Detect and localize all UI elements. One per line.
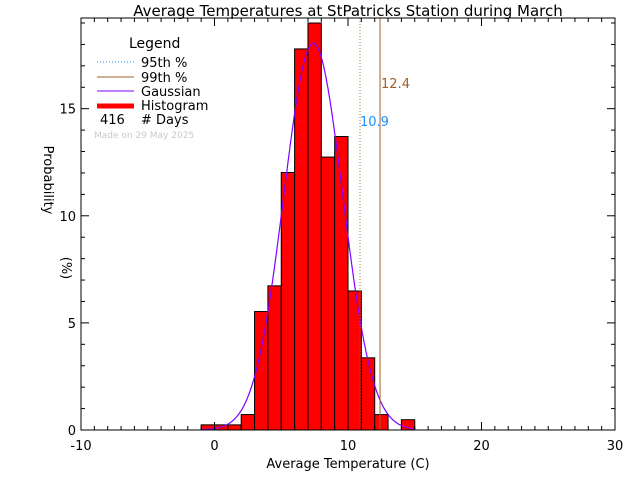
x-tick-label: -10	[70, 439, 91, 454]
x-tick-label: 0	[210, 439, 218, 454]
histogram-bar	[320, 156, 336, 431]
chart-title: Average Temperatures at StPatricks Stati…	[133, 2, 563, 20]
x-tick-label: 20	[473, 439, 490, 454]
x-axis-label: Average Temperature (C)	[266, 457, 429, 472]
percentile-label: 12.4	[381, 77, 410, 92]
legend: Legend 95th % 99th % Gaussian Histogram …	[94, 36, 208, 141]
y-axis-unit: (%)	[58, 257, 73, 280]
y-tick-label: 10	[59, 210, 76, 225]
y-tick-label: 0	[68, 424, 76, 439]
histogram-bar	[240, 414, 256, 431]
histogram-bar	[307, 22, 322, 431]
legend-label-histogram: Histogram	[141, 99, 208, 114]
histogram-bar	[227, 424, 242, 431]
histogram-bar	[280, 172, 296, 431]
gaussian-curve	[201, 42, 415, 431]
legend-label-99th: 99th %	[141, 71, 187, 86]
legend-label-95th: 95th %	[141, 56, 187, 71]
y-axis-label: Probability	[40, 146, 55, 215]
histogram-bar	[374, 414, 389, 431]
legend-count-label: # Days	[141, 113, 189, 128]
histogram-bar	[267, 285, 282, 431]
legend-count-value: 416	[100, 113, 125, 128]
percentile-label: 10.9	[360, 115, 389, 130]
x-tick-label: 30	[607, 439, 624, 454]
histogram-bar	[360, 357, 376, 431]
y-tick-label: 5	[68, 317, 76, 332]
histogram-bar	[294, 48, 309, 431]
legend-label-gaussian: Gaussian	[141, 85, 201, 100]
legend-title: Legend	[129, 36, 180, 52]
x-tick-label: 10	[340, 439, 357, 454]
made-on-note: Made on 29 May 2025	[94, 131, 194, 141]
histogram-bar	[347, 290, 362, 431]
y-tick-label: 15	[59, 103, 76, 118]
